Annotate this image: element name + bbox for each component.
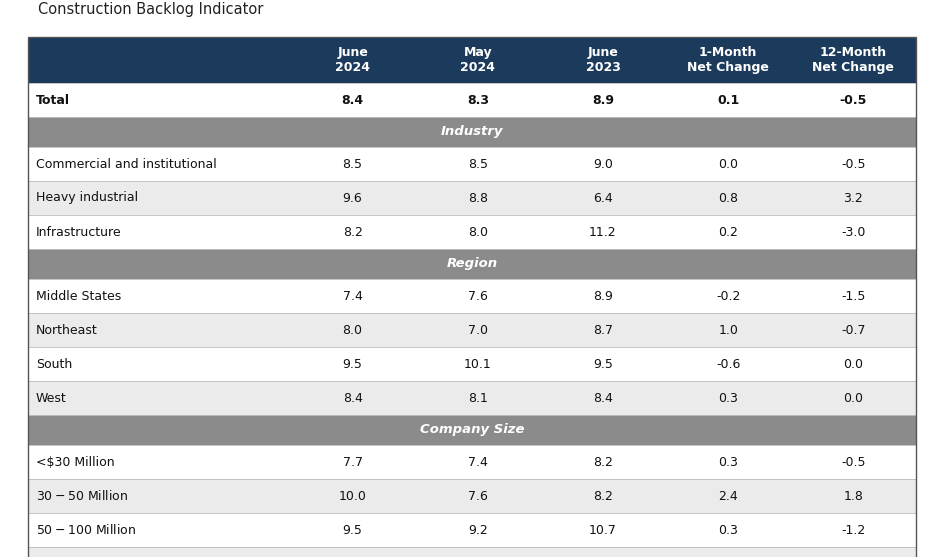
Text: 10.7: 10.7	[589, 524, 617, 536]
Text: 7.0: 7.0	[468, 324, 488, 336]
Text: 6.4: 6.4	[593, 192, 613, 204]
Text: <$30 Million: <$30 Million	[36, 456, 114, 468]
Text: 11.2: 11.2	[589, 226, 617, 238]
Text: Industry: Industry	[441, 125, 504, 139]
Bar	[28, 147, 916, 181]
Text: -0.5: -0.5	[841, 456, 866, 468]
Text: 9.0: 9.0	[593, 158, 613, 170]
Text: 8.4: 8.4	[342, 94, 363, 106]
Bar	[28, 415, 916, 445]
Text: Commercial and institutional: Commercial and institutional	[36, 158, 217, 170]
Bar	[28, 347, 916, 381]
Text: -1.2: -1.2	[841, 524, 866, 536]
Text: June
2023: June 2023	[586, 46, 621, 74]
Text: 8.2: 8.2	[593, 456, 613, 468]
Text: 0.0: 0.0	[718, 158, 739, 170]
Text: $50-$100 Million: $50-$100 Million	[36, 523, 137, 537]
Text: 0.3: 0.3	[718, 456, 739, 468]
Text: 0.3: 0.3	[718, 392, 739, 404]
Text: Total: Total	[36, 94, 70, 106]
Text: 10.0: 10.0	[339, 490, 367, 502]
Text: 8.5: 8.5	[468, 158, 488, 170]
Text: 8.3: 8.3	[467, 94, 489, 106]
Text: 8.8: 8.8	[468, 192, 488, 204]
Text: Company Size: Company Size	[419, 423, 524, 437]
Text: 8.2: 8.2	[343, 226, 362, 238]
Text: 0.8: 0.8	[718, 192, 739, 204]
Text: West: West	[36, 392, 66, 404]
Text: 2.4: 2.4	[718, 490, 739, 502]
Text: 3.2: 3.2	[843, 192, 863, 204]
Text: Region: Region	[446, 257, 498, 271]
Text: 8.7: 8.7	[593, 324, 613, 336]
Text: 1.8: 1.8	[843, 490, 863, 502]
Text: 7.4: 7.4	[343, 290, 362, 302]
Text: 9.6: 9.6	[343, 192, 362, 204]
Bar	[28, 279, 916, 313]
Text: 8.0: 8.0	[343, 324, 362, 336]
Text: 0.1: 0.1	[717, 94, 739, 106]
Text: -0.5: -0.5	[840, 94, 867, 106]
Text: 1.0: 1.0	[718, 324, 739, 336]
Text: Middle States: Middle States	[36, 290, 122, 302]
Text: -1.5: -1.5	[841, 290, 866, 302]
Bar	[28, 547, 916, 557]
Text: 0.0: 0.0	[843, 358, 863, 370]
Text: $30-$50 Million: $30-$50 Million	[36, 489, 128, 503]
Bar	[28, 181, 916, 215]
Bar	[28, 37, 916, 83]
Text: -0.5: -0.5	[841, 158, 866, 170]
Text: -3.0: -3.0	[841, 226, 866, 238]
Text: Infrastructure: Infrastructure	[36, 226, 122, 238]
Text: Northeast: Northeast	[36, 324, 97, 336]
Text: 1-Month
Net Change: 1-Month Net Change	[687, 46, 769, 74]
Text: 8.9: 8.9	[593, 290, 613, 302]
Text: 12-Month
Net Change: 12-Month Net Change	[812, 46, 894, 74]
Bar	[28, 445, 916, 479]
Bar	[28, 215, 916, 249]
Text: 7.7: 7.7	[343, 456, 362, 468]
Text: 7.6: 7.6	[468, 290, 488, 302]
Text: 8.5: 8.5	[343, 158, 362, 170]
Text: 0.2: 0.2	[718, 226, 739, 238]
Text: -0.7: -0.7	[841, 324, 866, 336]
Bar	[28, 83, 916, 117]
Bar	[28, 479, 916, 513]
Text: 9.2: 9.2	[468, 524, 488, 536]
Text: 9.5: 9.5	[343, 524, 362, 536]
Text: 0.3: 0.3	[718, 524, 739, 536]
Bar	[28, 249, 916, 279]
Text: May
2024: May 2024	[461, 46, 495, 74]
Text: 8.2: 8.2	[593, 490, 613, 502]
Text: June
2024: June 2024	[335, 46, 370, 74]
Text: 8.0: 8.0	[468, 226, 488, 238]
Text: -0.2: -0.2	[716, 290, 740, 302]
Text: 8.9: 8.9	[592, 94, 614, 106]
Text: 8.4: 8.4	[593, 392, 613, 404]
Text: 0.0: 0.0	[843, 392, 863, 404]
Bar	[28, 313, 916, 347]
Text: 7.6: 7.6	[468, 490, 488, 502]
Text: 9.5: 9.5	[343, 358, 362, 370]
Bar	[28, 381, 916, 415]
Text: 8.4: 8.4	[343, 392, 362, 404]
Bar	[28, 513, 916, 547]
Text: Heavy industrial: Heavy industrial	[36, 192, 139, 204]
Text: 7.4: 7.4	[468, 456, 488, 468]
Text: South: South	[36, 358, 72, 370]
Text: 10.1: 10.1	[464, 358, 491, 370]
Text: -0.6: -0.6	[716, 358, 740, 370]
Text: 8.1: 8.1	[468, 392, 488, 404]
Text: 9.5: 9.5	[593, 358, 613, 370]
Bar	[28, 117, 916, 147]
Text: Construction Backlog Indicator: Construction Backlog Indicator	[38, 2, 263, 17]
